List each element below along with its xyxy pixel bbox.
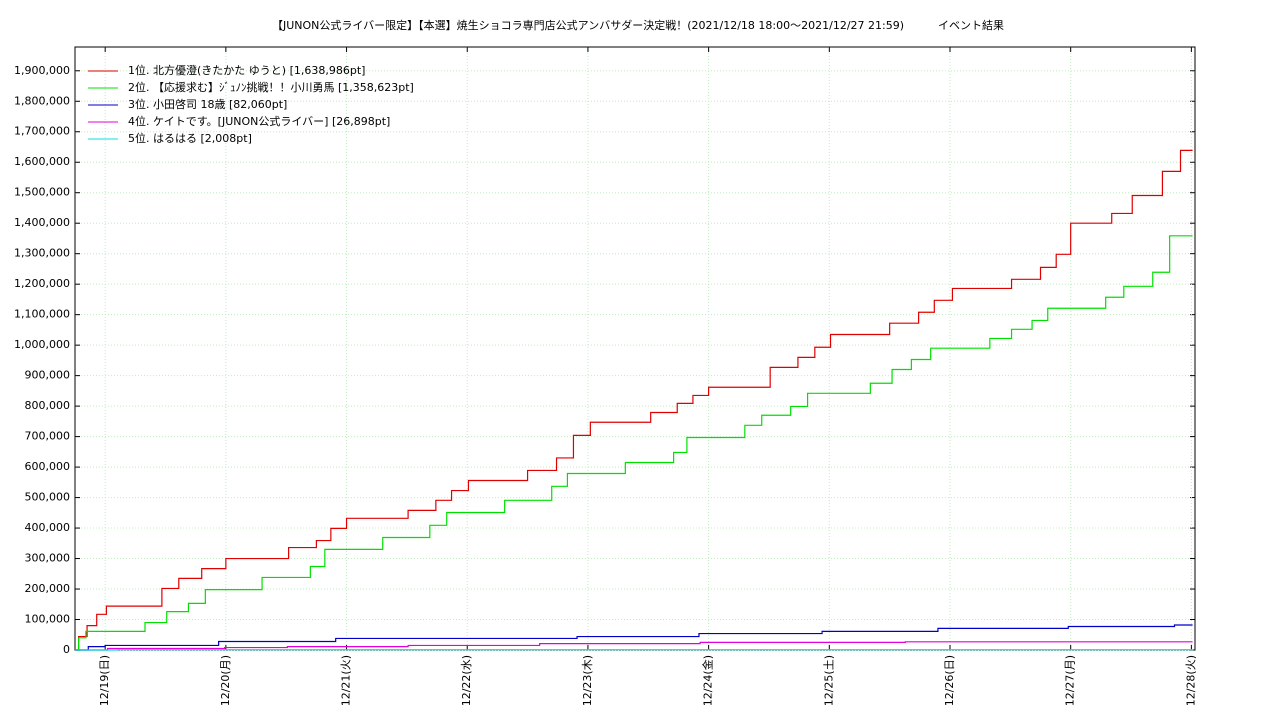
chart-subtitle: イベント結果 [938,18,1004,32]
y-tick-label: 300,000 [25,552,71,565]
series-line [75,624,1193,651]
x-tick-label: 12/23(木) [581,655,594,706]
y-tick-label: 900,000 [25,369,71,382]
legend-label: 3位. 小田啓司 18歳 [82,060pt] [128,97,287,111]
x-tick-label: 12/25(土) [822,655,835,706]
chart-title: 【JUNON公式ライバー限定】【本選】焼生ショコラ専門店公式アンバサダー決定戦！… [272,18,904,32]
series-line [75,235,1193,651]
y-tick-label: 700,000 [25,430,71,443]
legend-label: 2位. 【応援求む】ｼﾞｭﾉﾝ挑戦！！小川勇馬 [1,358,623pt] [128,80,414,94]
y-tick-label: 1,300,000 [14,247,70,260]
y-tick-label: 1,800,000 [14,94,70,107]
y-tick-label: 600,000 [25,460,71,473]
y-tick-label: 1,900,000 [14,64,70,77]
x-tick-label: 12/20(月) [219,655,232,706]
x-tick-label: 12/27(月) [1064,655,1077,706]
series-line [75,149,1193,651]
y-tick-label: 200,000 [25,582,71,595]
y-tick-label: 1,200,000 [14,277,70,290]
y-tick-label: 1,400,000 [14,216,70,229]
y-tick-label: 1,500,000 [14,186,70,199]
y-tick-label: 100,000 [25,613,71,626]
x-tick-label: 12/22(水) [460,655,473,706]
legend-label: 4位. ケイトです。[JUNON公式ライバー] [26,898pt] [128,114,390,128]
y-tick-label: 1,000,000 [14,338,70,351]
legend-label: 5位. はるはる [2,008pt] [128,131,252,145]
x-tick-label: 12/21(火) [340,655,353,706]
x-tick-label: 12/28(火) [1184,655,1197,706]
x-tick-label: 12/19(日) [98,655,111,706]
y-tick-label: 1,100,000 [14,308,70,321]
x-tick-label: 12/24(金) [701,655,715,706]
x-tick-label: 12/26(日) [943,655,956,706]
y-tick-label: 400,000 [25,521,71,534]
y-tick-label: 500,000 [25,491,71,504]
y-tick-label: 0 [63,643,70,656]
series-line [75,641,1193,651]
y-tick-label: 1,600,000 [14,155,70,168]
legend-label: 1位. 北方優澄(きたかた ゆうと) [1,638,986pt] [128,63,365,77]
y-tick-label: 1,700,000 [14,125,70,138]
series-line [75,649,1194,651]
y-tick-label: 800,000 [25,399,71,412]
